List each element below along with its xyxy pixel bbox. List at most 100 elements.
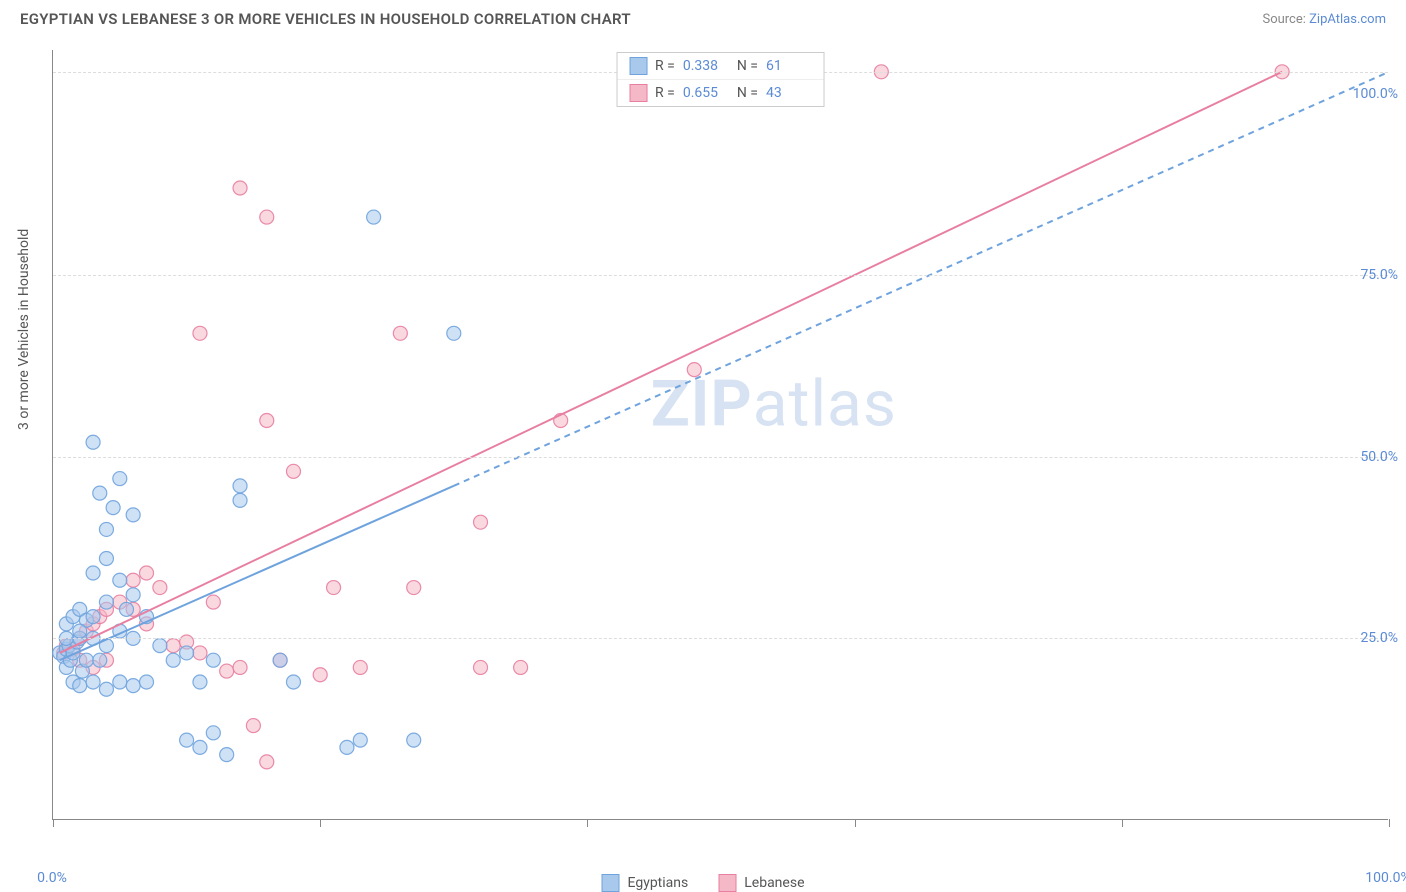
data-point — [327, 581, 341, 595]
data-point — [447, 326, 461, 340]
correlation-legend: R = 0.338 N = 61 R = 0.655 N = 43 — [616, 52, 825, 107]
data-point — [73, 624, 87, 638]
swatch-lebanese-icon — [718, 874, 736, 892]
data-point — [260, 413, 274, 427]
data-point — [286, 675, 300, 689]
data-point — [99, 551, 113, 565]
n-label: N = — [737, 85, 758, 101]
n-value-egyptians: 61 — [766, 58, 812, 74]
data-point — [140, 566, 154, 580]
data-point — [119, 602, 133, 616]
r-label: R = — [655, 58, 675, 74]
scatter-svg — [53, 50, 1388, 819]
data-point — [180, 733, 194, 747]
data-point — [340, 740, 354, 754]
legend-row-egyptians: R = 0.338 N = 61 — [617, 53, 824, 80]
legend-item-egyptians: Egyptians — [602, 874, 689, 892]
x-tick-label: 100.0% — [1365, 870, 1406, 886]
data-point — [86, 610, 100, 624]
gridline — [53, 457, 1388, 458]
data-point — [99, 595, 113, 609]
gridline — [53, 638, 1388, 639]
data-point — [353, 733, 367, 747]
n-label: N = — [737, 58, 758, 74]
swatch-lebanese — [629, 84, 647, 102]
source-link[interactable]: ZipAtlas.com — [1309, 12, 1386, 27]
source-prefix: Source: — [1262, 12, 1309, 27]
series-legend: Egyptians Lebanese — [602, 874, 805, 892]
data-point — [99, 522, 113, 536]
data-point — [193, 740, 207, 754]
data-point — [313, 668, 327, 682]
data-point — [126, 508, 140, 522]
data-point — [113, 573, 127, 587]
trend-line — [454, 72, 1389, 486]
data-point — [106, 501, 120, 515]
y-tick-label: 100.0% — [1353, 86, 1398, 102]
data-point — [687, 363, 701, 377]
data-point — [246, 719, 260, 733]
y-axis-label: 3 or more Vehicles in Household — [16, 229, 32, 430]
data-point — [153, 639, 167, 653]
data-point — [126, 679, 140, 693]
chart-plot-area: R = 0.338 N = 61 R = 0.655 N = 43 ZIPatl… — [52, 50, 1388, 820]
data-point — [393, 326, 407, 340]
data-point — [126, 573, 140, 587]
data-point — [180, 646, 194, 660]
data-point — [367, 210, 381, 224]
data-point — [153, 581, 167, 595]
y-tick-label: 75.0% — [1360, 267, 1398, 283]
data-point — [166, 653, 180, 667]
x-tick — [1389, 819, 1390, 827]
gridline — [53, 275, 1388, 276]
data-point — [193, 646, 207, 660]
r-value-lebanese: 0.655 — [683, 85, 729, 101]
data-point — [233, 493, 247, 507]
n-value-lebanese: 43 — [766, 85, 812, 101]
legend-label-lebanese: Lebanese — [744, 875, 804, 891]
data-point — [260, 755, 274, 769]
r-label: R = — [655, 85, 675, 101]
x-tick — [320, 819, 321, 827]
data-point — [193, 675, 207, 689]
x-tick — [855, 819, 856, 827]
legend-item-lebanese: Lebanese — [718, 874, 804, 892]
data-point — [113, 472, 127, 486]
x-tick — [1122, 819, 1123, 827]
data-point — [140, 675, 154, 689]
data-point — [474, 660, 488, 674]
y-tick-label: 25.0% — [1360, 630, 1398, 646]
data-point — [113, 675, 127, 689]
data-point — [474, 515, 488, 529]
legend-label-egyptians: Egyptians — [628, 875, 689, 891]
chart-title: EGYPTIAN VS LEBANESE 3 OR MORE VEHICLES … — [20, 10, 631, 28]
data-point — [93, 653, 107, 667]
swatch-egyptians — [629, 57, 647, 75]
data-point — [86, 675, 100, 689]
data-point — [407, 733, 421, 747]
legend-row-lebanese: R = 0.655 N = 43 — [617, 80, 824, 106]
swatch-egyptians-icon — [602, 874, 620, 892]
data-point — [220, 748, 234, 762]
data-point — [93, 486, 107, 500]
y-tick-label: 50.0% — [1360, 449, 1398, 465]
data-point — [126, 588, 140, 602]
data-point — [79, 653, 93, 667]
x-tick-label: 0.0% — [37, 870, 67, 886]
data-point — [220, 664, 234, 678]
data-point — [233, 479, 247, 493]
data-point — [99, 682, 113, 696]
data-point — [514, 660, 528, 674]
data-point — [233, 660, 247, 674]
data-point — [73, 679, 87, 693]
data-point — [233, 181, 247, 195]
data-point — [286, 464, 300, 478]
data-point — [273, 653, 287, 667]
data-point — [193, 326, 207, 340]
data-point — [260, 210, 274, 224]
source-attribution: Source: ZipAtlas.com — [1262, 12, 1386, 27]
data-point — [206, 595, 220, 609]
data-point — [86, 435, 100, 449]
data-point — [166, 639, 180, 653]
data-point — [353, 660, 367, 674]
